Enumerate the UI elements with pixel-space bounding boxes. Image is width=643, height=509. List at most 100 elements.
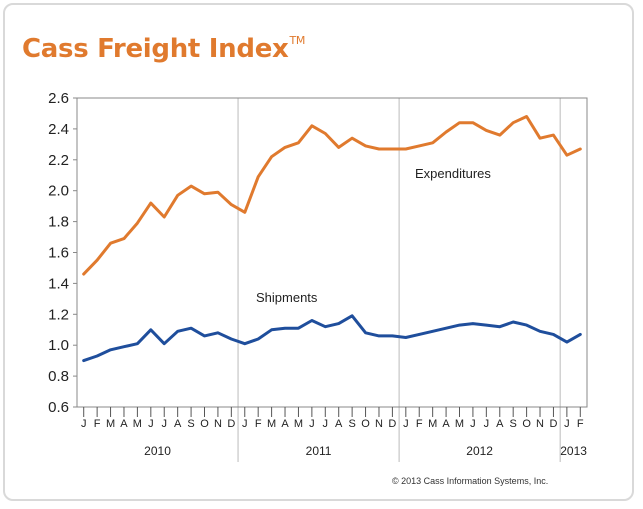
trademark-mark: TM <box>289 34 306 47</box>
shipments-point <box>297 327 300 330</box>
chart-frame <box>3 3 634 501</box>
axis-layer <box>73 97 588 417</box>
expenditures-point <box>511 121 515 124</box>
expenditures-point <box>109 242 112 245</box>
shipments-point <box>283 327 287 330</box>
year-label: 2013 <box>560 444 587 458</box>
x-tick-label: S <box>510 418 517 430</box>
x-tick-label: D <box>549 418 557 430</box>
expenditures-point <box>82 272 85 276</box>
x-tick-label: J <box>242 418 248 430</box>
shipments-point <box>418 333 421 336</box>
y-tick-label: 2.2 <box>48 152 69 169</box>
plot-border <box>76 97 588 408</box>
shipments-line <box>82 314 582 363</box>
x-tick-label: S <box>187 418 194 430</box>
x-tick-label: D <box>227 418 235 430</box>
expenditures-point <box>418 144 421 148</box>
chart-title: Cass Freight IndexTM <box>22 34 306 64</box>
label-layer: 0.60.81.01.21.41.61.82.02.22.42.6J F M A M J J… <box>48 90 587 458</box>
x-tick-label: J <box>564 418 570 430</box>
expenditures-point <box>256 175 260 178</box>
expenditures-point <box>364 144 367 148</box>
y-tick-label: 1.8 <box>48 214 69 231</box>
y-tick-label: 1.4 <box>48 275 69 292</box>
y-tick-label: 2.6 <box>48 90 69 107</box>
year-label: 2011 <box>306 444 332 458</box>
expenditures-point <box>471 121 475 124</box>
expenditures-point <box>216 191 220 194</box>
x-tick-label: O <box>361 418 370 430</box>
shipments-point <box>377 334 381 338</box>
shipments-point <box>95 354 99 358</box>
x-tick-label: S <box>348 418 355 430</box>
grid-layer <box>237 98 561 462</box>
year-label: 2012 <box>466 444 493 458</box>
shipments-point <box>216 331 220 335</box>
shipments-point <box>149 328 153 331</box>
shipments-point <box>485 323 488 327</box>
expenditures-point <box>203 192 206 195</box>
shipments-point <box>243 342 246 345</box>
shipments-point <box>270 328 273 331</box>
expenditures-point <box>538 136 542 140</box>
expenditures-point <box>485 129 488 132</box>
x-tick-label: M <box>133 418 142 430</box>
shipments-point <box>444 327 448 330</box>
shipments-point <box>525 323 528 327</box>
x-tick-label: M <box>428 418 437 430</box>
x-tick-label: J <box>309 418 315 430</box>
expenditures-point <box>525 115 528 118</box>
expenditures-point <box>324 132 327 135</box>
expenditures-point <box>458 121 461 124</box>
copyright-note: © 2013 Cass Information Systems, Inc. <box>392 476 549 486</box>
expenditures-point <box>95 259 99 262</box>
expenditures-point <box>377 147 381 151</box>
expenditures-point <box>297 141 300 145</box>
shipments-point <box>391 334 394 338</box>
shipments-point <box>431 330 434 333</box>
expenditures-point <box>310 124 314 128</box>
shipments-point <box>176 330 179 333</box>
shipments-point <box>350 314 354 318</box>
shipments-point <box>552 333 555 336</box>
expenditures-point <box>149 201 153 205</box>
shipments-point <box>498 325 501 328</box>
x-tick-label: N <box>375 418 383 430</box>
expenditures-point <box>189 184 193 188</box>
expenditures-line <box>82 115 582 276</box>
shipments-point <box>230 337 233 341</box>
x-tick-label: A <box>335 418 343 430</box>
shipments-point <box>364 331 367 335</box>
shipments-point <box>511 320 515 324</box>
shipments-point <box>538 330 542 333</box>
x-tick-label: J <box>323 418 329 430</box>
expenditures-point <box>243 211 246 214</box>
x-tick-label: A <box>174 418 182 430</box>
x-tick-label: A <box>496 418 504 430</box>
expenditures-point <box>136 221 139 225</box>
x-tick-label: J <box>484 418 490 430</box>
x-tick-label: D <box>388 418 396 430</box>
expenditures-point <box>444 130 448 134</box>
x-tick-label: J <box>148 418 154 430</box>
shipments-point <box>82 359 85 362</box>
x-tick-label: J <box>403 418 409 430</box>
expenditures-point <box>391 147 394 151</box>
year-label: 2010 <box>144 444 171 458</box>
expenditures-point <box>337 146 340 149</box>
y-tick-label: 1.2 <box>48 306 69 323</box>
x-tick-label: O <box>522 418 531 430</box>
shipments-point <box>458 323 461 327</box>
x-tick-label: A <box>120 418 128 430</box>
shipments-point <box>579 333 582 336</box>
shipments-point <box>122 345 126 348</box>
expenditures-point <box>176 194 179 197</box>
y-tick-label: 0.8 <box>48 368 69 385</box>
series-layer <box>82 115 582 363</box>
shipments-annotation: Shipments <box>256 290 318 305</box>
shipments-point <box>189 327 193 330</box>
x-tick-label: A <box>442 418 450 430</box>
expenditures-point <box>163 215 166 219</box>
expenditures-point <box>283 146 287 149</box>
